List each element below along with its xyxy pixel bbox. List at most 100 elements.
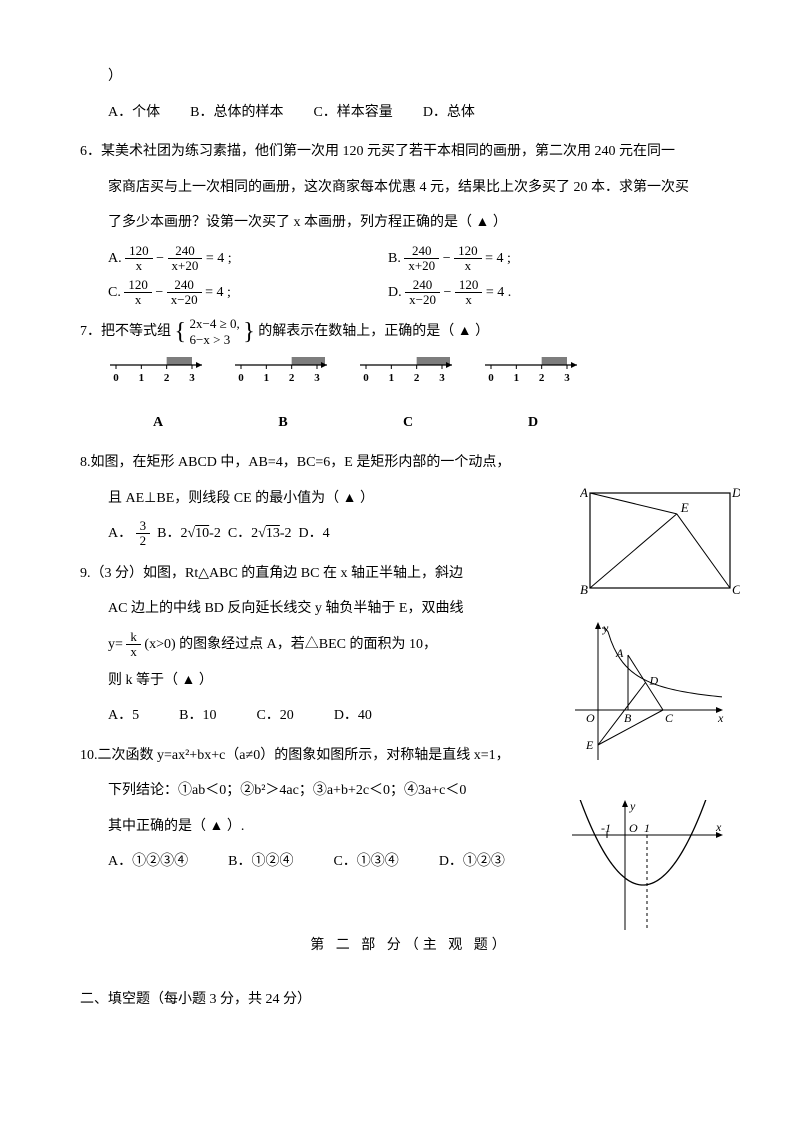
q8-opt-a-pre: A． [108,526,132,541]
brace-left-icon: { [175,320,187,344]
q5-opt-c: C．样本容量 [313,96,392,130]
numberline-a-svg: 0123 [108,355,208,391]
q6-l3: 了多少本画册？设第一次买了 x 本画册，列方程正确的是（ ▲ ） [80,206,740,240]
q6-eqB-eq: = [485,251,493,266]
q8-opt-b: B．2 [157,526,187,541]
q10-l2: 下列结论：①ab＜0；②b²＞4ac；③a+b+2c＜0；④3a+c＜0 [80,774,560,808]
q5-opt-d: D．总体 [423,96,475,130]
q6-eqD-prefix: D. [388,285,402,300]
q8-opt-b-post: -2 [209,526,221,541]
q10-opt-b: B．①②④ [228,845,293,879]
q7-post: 的解表示在数轴上，正确的是（ ▲ ） [258,324,489,339]
svg-text:1: 1 [644,821,650,835]
q9-l3-post: 的图象经过点 A，若△BEC 的面积为 10， [179,637,437,652]
svg-text:E: E [680,500,689,515]
q7-numberlines: 0123 A 0123 B 0123 C 0123 D [80,355,740,440]
q6-l2: 家商店买与上一次相同的画册，这次商家每本优惠 4 元，结果比上次多买了 20 本… [80,171,740,205]
q6-eqC-prefix: C. [108,285,121,300]
svg-text:C: C [665,711,674,725]
q6-eqC-den2: x−20 [167,293,202,307]
q6-eqB-den1: x+20 [404,259,439,273]
q9-l3-num: k [126,630,141,645]
numberline-d-label: D [483,406,583,440]
svg-text:D: D [649,674,659,688]
q6-eqB-sign: − [443,251,451,266]
q8-figure: ADBCE [580,485,740,614]
svg-text:x: x [715,820,722,834]
q7-sys1: 2x−4 ≥ 0, [190,316,240,331]
q6-l1: 6．某美术社团为练习素描，他们第一次用 120 元买了若干本相同的画册，第二次用… [80,135,740,169]
svg-text:B: B [624,711,632,725]
q9-opt-d: D．40 [334,699,372,733]
q9-opt-a: A．5 [108,699,139,733]
svg-text:D: D [731,485,740,500]
numberline-c-svg: 0123 [358,355,458,391]
numberline-d: 0123 D [483,355,583,440]
numberline-c-label: C [358,406,458,440]
q8-opt-a-den: 2 [136,534,151,548]
svg-text:x: x [717,711,724,725]
svg-text:y: y [602,621,609,635]
q6-eqB-prefix: B. [388,251,401,266]
svg-text:2: 2 [539,372,545,384]
svg-text:A: A [580,485,588,500]
q6-eqD-num2: 120 [455,278,483,293]
q7-sys2: 6−x > 3 [190,332,231,347]
q10-opt-d: D．①②③ [439,845,505,879]
q6-eqD-den2: x [455,293,483,307]
q5-opt-a: A．个体 [108,96,160,130]
q6-eqC-num1: 120 [124,278,152,293]
q6-eqC-r: 4 ; [217,285,231,300]
q8-opt-c-post: -2 [280,526,292,541]
q6-eqB-num1: 240 [404,244,439,259]
numberline-b-svg: 0123 [233,355,333,391]
svg-text:-1: -1 [601,821,611,835]
q8-l1: 8.如图，在矩形 ABCD 中，AB=4，BC=6，E 是矩形内部的一个动点， [80,446,560,480]
svg-text:1: 1 [389,372,395,384]
q6-eq-row2: C. 120x − 240x−20 = 4 ; D. 240x−20 − 120… [80,276,740,310]
svg-text:E: E [585,738,594,752]
numberline-b-label: B [233,406,333,440]
q6-eqC-sign: − [155,285,163,300]
q6-eqC-num2: 240 [167,278,202,293]
q9-opt-b: B．10 [179,699,216,733]
q9-figure: yxOABCDE [570,620,730,784]
q6-eqD-eq: = [486,285,494,300]
numberline-d-svg: 0123 [483,355,583,391]
q6-eqD-den1: x−20 [405,293,440,307]
q6-eqA-eq: = [206,251,214,266]
svg-text:C: C [732,582,740,597]
svg-text:1: 1 [139,372,145,384]
q10-opt-c: C．①③④ [333,845,398,879]
q7-sys: 2x−4 ≥ 0, 6−x > 3 [190,316,240,347]
q10-l1: 10.二次函数 y=ax²+bx+c（a≠0）的图象如图所示，对称轴是直线 x=… [80,739,560,773]
q7-line: 7．把不等式组 { 2x−4 ≥ 0, 6−x > 3 } 的解表示在数轴上，正… [80,315,740,349]
q9-opt-c: C．20 [256,699,293,733]
svg-text:1: 1 [264,372,270,384]
svg-text:0: 0 [363,372,369,384]
q6-eqD-sign: − [443,285,451,300]
q6-eqC-den1: x [124,293,152,307]
q9-l3-cond: (x>0) [144,637,175,652]
q8-opt-d: D．4 [299,526,330,541]
q9-l2: AC 边上的中线 BD 反向延长线交 y 轴负半轴于 E，双曲线 [80,592,540,626]
q6-eqD-num1: 240 [405,278,440,293]
q6-eqD-r: 4 . [497,285,511,300]
q5-paren: ） [80,60,740,94]
svg-text:3: 3 [564,372,570,384]
q8-opt-c: C．2 [228,526,258,541]
svg-text:0: 0 [238,372,244,384]
q6-eqA-num2: 240 [168,244,203,259]
q6-eqB-r: 4 ; [497,251,511,266]
svg-text:3: 3 [314,372,320,384]
svg-text:A: A [615,646,624,660]
q6-eqA-num1: 120 [125,244,153,259]
q6-eqD: D. 240x−20 − 120x = 4 . [388,276,668,310]
q6-eqA-r: 4 ; [217,251,231,266]
q5-options: A．个体 B．总体的样本 C．样本容量 D．总体 [80,96,740,130]
numberline-a: 0123 A [108,355,208,440]
brace-right-icon: } [243,320,255,344]
svg-text:2: 2 [414,372,420,384]
numberline-c: 0123 C [358,355,458,440]
numberline-b: 0123 B [233,355,333,440]
